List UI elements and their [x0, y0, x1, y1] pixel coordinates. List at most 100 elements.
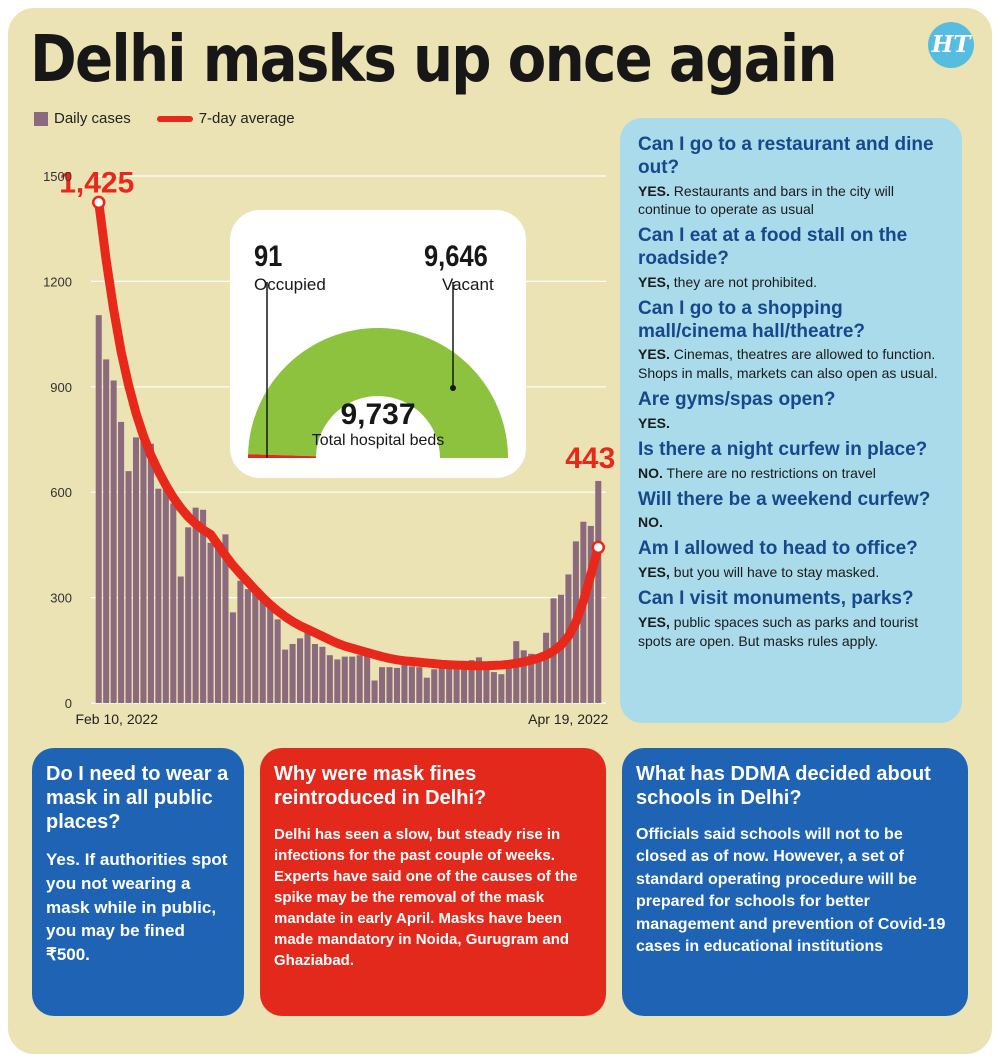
hospital-beds-gauge [248, 282, 508, 458]
daily-cases-bar [587, 525, 594, 703]
legend-seven-day-average: 7-day average [198, 110, 295, 127]
vacant-beds-arc [248, 327, 508, 458]
faq-answer-lead: YES. [638, 346, 670, 363]
vacant-label: Vacant [442, 275, 494, 294]
daily-cases-bar [416, 667, 423, 703]
box-question: What has DDMA decided about schools in D… [636, 763, 931, 809]
cases-chart: 1,425 443 0 300 600 900 1200 1500 Feb 10, 202… [43, 166, 615, 727]
daily-cases-bar [595, 480, 602, 703]
daily-cases-bar [155, 488, 162, 703]
ht-logo: HT [928, 22, 974, 68]
start-point-marker [91, 195, 106, 210]
daily-cases-bar [274, 619, 281, 703]
faq-answer-lead: NO. [638, 464, 663, 481]
daily-cases-bar [520, 650, 527, 703]
daily-cases-bar [140, 433, 147, 703]
faq-question: Is there a night curfew in place? [638, 438, 928, 460]
daily-cases-bar [297, 638, 304, 703]
daily-cases-bar [282, 649, 289, 703]
daily-cases-bar [401, 665, 408, 703]
daily-cases-bar [483, 666, 490, 703]
daily-cases-bar [349, 656, 356, 703]
daily-cases-bar [259, 597, 266, 703]
vacant-value: 9,646 [424, 240, 488, 273]
daily-cases-bar [371, 680, 378, 703]
daily-cases-bar [386, 667, 393, 703]
end-point-marker [591, 540, 606, 555]
faq-answer: YES. Restaurants and bars in the city wi… [638, 182, 950, 220]
faq-answer: YES. [638, 414, 950, 433]
daily-cases-bar [125, 471, 132, 703]
occupied-beds-arc [248, 454, 317, 458]
seven-day-average-line [94, 197, 603, 671]
daily-cases-bar [468, 660, 475, 703]
daily-cases-bar [304, 627, 311, 703]
vacant-pointer-dot [450, 385, 456, 391]
faq-answer: YES, but you will have to stay masked. [638, 563, 950, 582]
daily-cases-bar [498, 674, 505, 703]
daily-cases-bar [229, 612, 236, 703]
mask-fines-box: Why were mask fines reintroduced in Delh… [260, 748, 606, 1016]
faq-answer: NO. [638, 513, 950, 532]
daily-cases-bar [252, 589, 259, 703]
faq-answer-lead: YES. [638, 415, 670, 432]
daily-cases-bar [543, 632, 550, 703]
daily-cases-bar [423, 677, 430, 703]
schools-box: What has DDMA decided about schools in D… [622, 748, 968, 1016]
daily-cases-bar [222, 534, 229, 703]
daily-cases-bar [185, 527, 192, 703]
end-value-label: 443 [565, 442, 615, 475]
daily-cases-bar [132, 437, 140, 703]
faq-answer: YES. Cinemas, theatres are allowed to fu… [638, 345, 950, 383]
y-tick-label: 1200 [43, 274, 72, 289]
daily-cases-bar [207, 542, 214, 703]
daily-cases-bar [95, 315, 102, 703]
page-title: Delhi masks up once again [30, 23, 838, 97]
daily-cases-bar [446, 662, 453, 703]
total-beds-label: Total hospital beds [311, 432, 445, 449]
daily-cases-bar [431, 669, 438, 703]
daily-cases-bar [341, 656, 348, 703]
faq-question: Can I eat at a food stall on the roadsid… [638, 225, 908, 270]
x-axis-end-label: Apr 19, 2022 [528, 711, 608, 727]
faq-answer-lead: YES, [638, 613, 670, 630]
daily-cases-bar [244, 589, 251, 703]
occupied-label: Occupied [254, 275, 326, 294]
daily-cases-bar [118, 421, 125, 703]
faq-item: Am I allowed to head to office? YES, but… [638, 538, 950, 582]
faq-item: Are gyms/spas open? YES. [638, 389, 950, 433]
faq-item: Is there a night curfew in place? NO. Th… [638, 439, 950, 483]
faq-answer-text: but you will have to stay masked. [669, 564, 880, 581]
y-tick-label: 300 [50, 591, 72, 606]
faq-item: Can I visit monuments, parks? YES, publi… [638, 588, 950, 651]
daily-cases-bar [334, 659, 341, 703]
daily-cases-bar [408, 666, 415, 703]
faq-answer-text: Cinemas, theatres are allowed to functio… [638, 346, 938, 382]
occupied-value: 91 [254, 240, 283, 273]
faq-question: Are gyms/spas open? [638, 389, 836, 411]
daily-cases-bar [453, 663, 460, 703]
faq-answer-lead: YES, [638, 273, 670, 290]
faq-answer: YES, they are not prohibited. [638, 273, 950, 292]
faq-answer-lead: YES. [638, 182, 670, 199]
daily-cases-bar [103, 359, 110, 703]
daily-cases-bar [490, 672, 497, 703]
faq-item: Can I go to a restaurant and dine out? Y… [638, 134, 950, 219]
box-question: Why were mask fines reintroduced in Delh… [274, 763, 487, 809]
faq-answer: YES, public spaces such as parks and tou… [638, 613, 950, 651]
daily-cases-bar [364, 653, 371, 703]
hospital-beds-panel: 91 Occupied 9,646 Vacant 9,737 Total hos… [230, 210, 526, 478]
faq-answer-text: public spaces such as parks and tourist … [638, 613, 919, 649]
daily-cases-bar [110, 380, 117, 703]
y-tick-label: 0 [65, 696, 72, 711]
daily-cases-bar [319, 646, 326, 703]
faq-question: Am I allowed to head to office? [638, 538, 918, 560]
daily-cases-bar [438, 663, 445, 703]
faq-answer-text: There are no restrictions on travel [662, 464, 876, 481]
daily-cases-bar [505, 667, 512, 703]
box-answer: Delhi has seen a slow, but steady rise i… [274, 826, 578, 969]
box-question: Do I need to wear a mask in all public p… [46, 763, 229, 833]
y-tick-label: 600 [50, 485, 72, 500]
daily-cases-bar [147, 443, 154, 703]
daily-cases-bar [535, 654, 542, 703]
